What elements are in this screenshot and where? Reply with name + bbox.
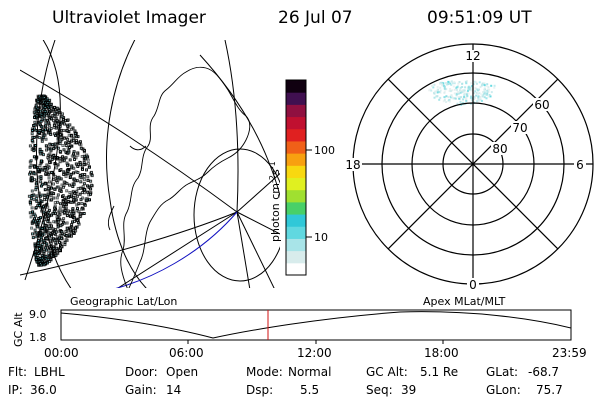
geographic-map-panel: [20, 40, 280, 288]
polar-plot: 12 18 6 0 60 70 80: [344, 43, 594, 292]
colorbar-unit-label: photon cm-2s-1: [268, 161, 282, 242]
colorbar-segment: [286, 128, 306, 142]
time-label: 09:51:09 UT: [427, 8, 532, 28]
date-label: 26 Jul 07: [278, 8, 353, 28]
colorbar-segment: [286, 153, 306, 166]
coastline: [107, 66, 251, 288]
flt-label: Flt:: [8, 365, 27, 379]
ip-label: IP:: [8, 383, 23, 397]
colorbar-segment: [286, 201, 306, 215]
mlat-label-60: 60: [534, 98, 549, 112]
colorbar-segment: [286, 80, 306, 93]
colorbar-segment: [286, 214, 306, 227]
timeline-xtick-2359: 23:59: [552, 346, 587, 360]
gcalt-label: GC Alt:: [366, 365, 408, 379]
mlat-label-70: 70: [512, 121, 527, 135]
dsp-value: 5.5: [300, 383, 320, 397]
timeline-xtick-0600: 06:00: [169, 346, 204, 360]
colorbar-segment: [286, 165, 306, 178]
colorbar: 100 10 photon cm-2s-1: [268, 79, 335, 276]
flt-value: LBHL: [34, 365, 65, 379]
colorbar-segment: [286, 92, 306, 105]
gcalt-value: 5.1 Re: [420, 365, 459, 379]
mlt-label-18: 18: [345, 158, 360, 172]
colorbar-segment: [286, 226, 306, 239]
colorbar-segment: [286, 189, 306, 203]
polar-panel-label: Apex MLat/MLT: [423, 295, 506, 308]
glon-value: 75.7: [536, 383, 563, 397]
timeline-xtick-1800: 18:00: [424, 346, 459, 360]
colorbar-segment: [286, 238, 306, 252]
mlt-meridians: [353, 44, 593, 284]
timeline-ytick-bottom: 1.8: [29, 331, 47, 344]
glat-value: -68.7: [528, 365, 560, 379]
colorbar-segment: [286, 116, 306, 130]
timeline-xtick-0000: 00:00: [44, 346, 79, 360]
mlt-label-12: 12: [465, 49, 480, 63]
mlt-label-0: 0: [469, 278, 477, 292]
colorbar-tick-100: 100: [314, 144, 335, 157]
uv-emission-geo: [27, 94, 94, 267]
instrument-title: Ultraviolet Imager: [52, 8, 206, 28]
mode-value: Normal: [288, 365, 332, 379]
glat-label: GLat:: [486, 365, 519, 379]
door-label: Door:: [125, 365, 158, 379]
altitude-curve: [61, 311, 571, 339]
mlat-label-80: 80: [492, 142, 507, 156]
dsp-label: Dsp:: [246, 383, 274, 397]
gain-label: Gain:: [125, 383, 157, 397]
timeline-axis-label: GC Alt: [12, 312, 25, 347]
timeline-ytick-top: 9.0: [29, 308, 47, 321]
mode-label: Mode:: [246, 365, 283, 379]
geo-panel-label: Geographic Lat/Lon: [70, 295, 178, 308]
door-value: Open: [166, 365, 199, 379]
uv-emission-polar: [428, 80, 496, 106]
altitude-timeline: GC Alt: [12, 309, 572, 347]
colorbar-tick-10: 10: [314, 231, 328, 244]
colorbar-segment: [286, 177, 306, 191]
seq-value: 39: [401, 383, 417, 397]
colorbar-segment: [286, 262, 306, 276]
ip-value: 36.0: [30, 383, 57, 397]
gain-value: 14: [166, 383, 182, 397]
colorbar-segment: [286, 140, 306, 154]
glon-label: GLon:: [486, 383, 521, 397]
mlt-label-6: 6: [576, 158, 584, 172]
colorbar-segment: [286, 104, 306, 118]
timeline-xtick-1200: 12:00: [297, 346, 332, 360]
colorbar-segment: [286, 250, 306, 264]
seq-label: Seq:: [366, 383, 393, 397]
